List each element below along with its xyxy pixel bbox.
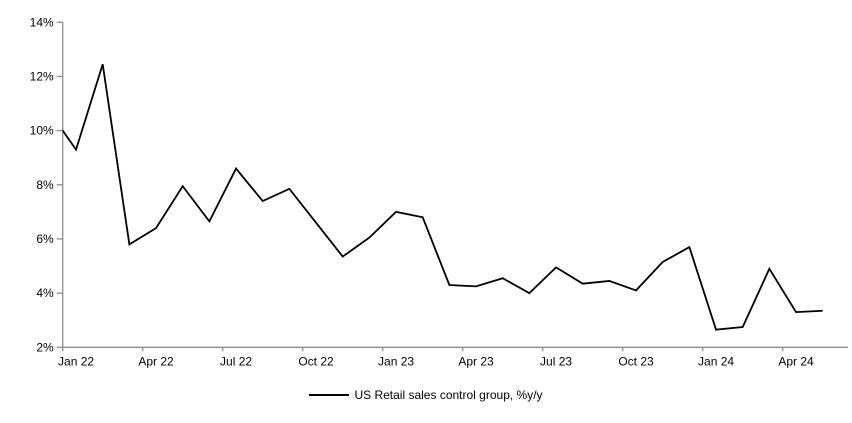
- y-tick-label: 14%: [30, 15, 54, 29]
- x-tick-label: Apr 24: [778, 354, 814, 368]
- x-tick-label: Oct 23: [618, 354, 654, 368]
- y-tick-label: 2%: [36, 340, 54, 354]
- y-tick-label: 12%: [30, 69, 54, 83]
- chart-legend: US Retail sales control group, %y/y: [0, 387, 852, 403]
- series-line: [62, 64, 823, 331]
- x-tick-label: Jul 22: [220, 354, 252, 368]
- x-tick-label: Oct 22: [298, 354, 334, 368]
- x-tick-label: Apr 22: [138, 354, 174, 368]
- y-tick-label: 10%: [30, 124, 54, 138]
- x-tick-label: Jan 24: [698, 354, 734, 368]
- x-tick-label: Jul 23: [540, 354, 572, 368]
- y-tick-label: 8%: [36, 178, 54, 192]
- x-tick-label: Apr 23: [458, 354, 494, 368]
- legend-label: US Retail sales control group, %y/y: [354, 388, 543, 402]
- x-tick-label: Jan 22: [58, 354, 94, 368]
- x-tick-label: Jan 23: [378, 354, 414, 368]
- y-tick-label: 4%: [36, 286, 54, 300]
- legend-line-swatch: [309, 394, 350, 396]
- y-tick-label: 6%: [36, 232, 54, 246]
